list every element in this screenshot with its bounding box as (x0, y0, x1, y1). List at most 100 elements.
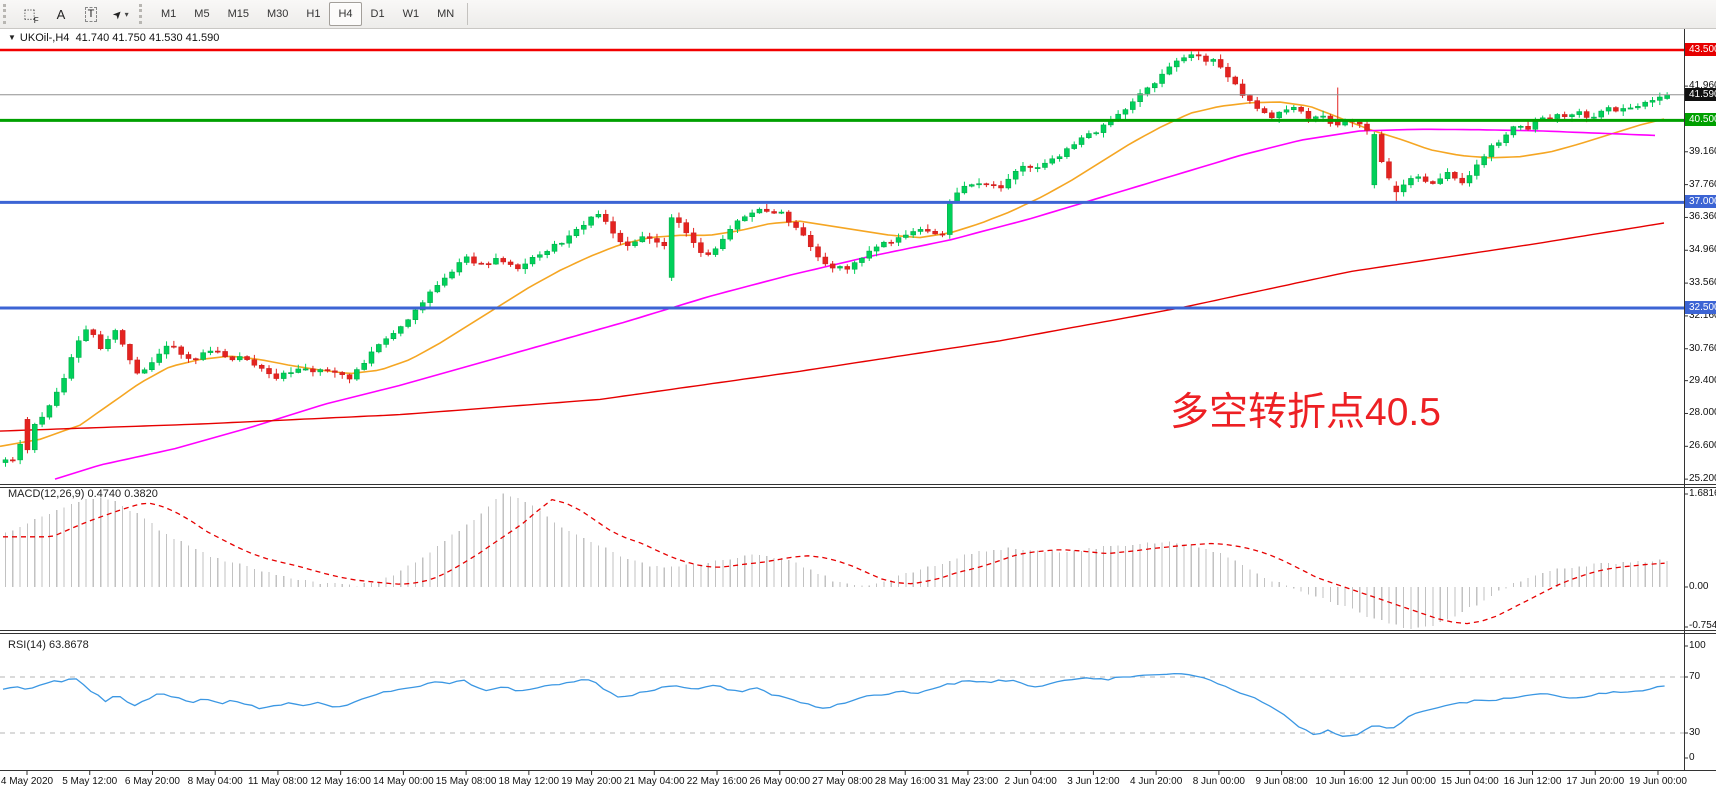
timeframe-button-w1[interactable]: W1 (402, 8, 420, 20)
timeframe-group: M1 M5 M15 M30 H1 H4 D1 W1 MN (152, 2, 463, 26)
candle-body (273, 373, 280, 379)
toolbar-grip-2[interactable] (139, 4, 147, 24)
candle-body (10, 459, 16, 462)
timeframe-button-m15[interactable]: M15 (227, 8, 249, 20)
arrows-tool-icon: ➤ (110, 6, 126, 22)
candle-body (1444, 172, 1451, 179)
candle-body (141, 369, 148, 374)
candle-body (383, 338, 389, 345)
x-axis-label: 4 May 2020 (0, 776, 54, 787)
candle-body (1466, 175, 1473, 184)
candle-body (134, 359, 141, 374)
candle-body (661, 241, 668, 247)
candle-body (75, 340, 82, 358)
candle-body (1078, 137, 1085, 145)
candle-body (1452, 172, 1458, 179)
candle-body (1005, 178, 1012, 189)
candle-body (258, 365, 265, 369)
candle-body (698, 242, 704, 253)
candle-body (332, 370, 338, 373)
symbol-dropdown-icon[interactable]: ▼ (8, 33, 16, 42)
candle-body (1605, 107, 1612, 112)
chart-title[interactable]: ▼ UKOil-,H4 41.740 41.750 41.530 41.590 (8, 32, 219, 44)
candle-body (800, 227, 807, 236)
candle-body (544, 251, 550, 255)
candle-body (1547, 117, 1553, 120)
candle-body (1166, 66, 1173, 75)
x-axis-label: 22 May 16:00 (686, 776, 748, 787)
candle-body (302, 368, 309, 371)
timeframe-button-h4[interactable]: H4 (329, 2, 362, 26)
candle-body (493, 258, 499, 265)
price-axis-label: 30.760 (1689, 342, 1716, 354)
candle-body (251, 359, 258, 366)
candle-body (53, 391, 60, 406)
text-tool-icon[interactable]: A (47, 2, 75, 26)
rsi-scale-100: 100 (1689, 640, 1706, 651)
rsi-value: 63.8678 (48, 639, 89, 651)
candle-body (632, 241, 638, 246)
x-axis-label: 3 Jun 12:00 (1067, 776, 1120, 787)
candle-body (1269, 112, 1275, 119)
candle-body (1086, 133, 1092, 138)
price-axis-label: 36.360 (1689, 211, 1716, 223)
rsi-name: RSI(14) (8, 639, 46, 651)
text-tool-icon: A (56, 6, 66, 22)
candle-body (537, 254, 543, 258)
candle-body (127, 344, 133, 361)
candle-body (610, 221, 616, 234)
ma-mid-magenta (54, 128, 1656, 480)
candle-body (1261, 108, 1268, 114)
x-axis-label: 31 May 23:00 (937, 776, 999, 787)
dropdown-caret-icon[interactable]: ▾ (124, 9, 129, 19)
label-tool-icon[interactable]: T (77, 2, 105, 26)
candle-body (500, 258, 507, 263)
x-axis-label: 5 May 12:00 (62, 776, 118, 787)
candle-body (668, 217, 675, 278)
candle-body (1481, 156, 1487, 166)
timeframe-button-m1[interactable]: M1 (161, 8, 177, 20)
candle-body (881, 241, 887, 248)
x-axis-label: 19 May 20:00 (561, 776, 622, 787)
candle-body (1217, 59, 1224, 68)
candle-body (998, 185, 1004, 189)
timeframe-button-m30[interactable]: M30 (266, 8, 289, 20)
candle-body (676, 217, 682, 223)
candle-body (1225, 66, 1231, 78)
candle-body (1181, 57, 1187, 62)
candle-body (1393, 185, 1400, 193)
candle-body (97, 334, 104, 349)
candle-body (866, 250, 873, 259)
x-axis-label: 28 May 16:00 (874, 776, 936, 787)
candle-body (551, 243, 558, 252)
candle-body (456, 262, 463, 273)
arrows-tool-icon[interactable]: ➤ ▾ (107, 2, 135, 26)
timeframe-button-h1[interactable]: H1 (306, 8, 321, 20)
candle-body (712, 248, 719, 255)
rsi-scale-30: 30 (1689, 727, 1701, 738)
candle-body (339, 372, 345, 375)
candle-body (976, 183, 982, 186)
timeframe-button-mn[interactable]: MN (437, 8, 455, 20)
x-axis-label: 15 Jun 04:00 (1440, 776, 1499, 787)
timeframe-button-d1[interactable]: D1 (370, 8, 385, 20)
x-axis-label: 11 May 08:00 (247, 776, 308, 787)
candle-body (1642, 101, 1648, 107)
price-axis-label: 32.160 (1689, 309, 1716, 321)
candle-body (749, 212, 755, 217)
macd-main-value: 0.4740 (87, 488, 122, 500)
x-axis-label: 9 Jun 08:00 (1255, 776, 1308, 787)
timeframe-button-m5[interactable]: M5 (194, 8, 210, 20)
snap-grid-icon[interactable]: ⬚ F (17, 2, 45, 26)
candle-body (207, 350, 214, 353)
candle-body (1613, 107, 1619, 112)
x-axis-label: 18 May 12:00 (498, 776, 560, 787)
candle-body (1378, 134, 1385, 162)
candle-body (573, 229, 580, 237)
candle-body (1525, 125, 1531, 130)
toolbar-grip[interactable] (3, 4, 11, 24)
candle-body (1056, 156, 1063, 160)
candle-body (434, 285, 441, 293)
